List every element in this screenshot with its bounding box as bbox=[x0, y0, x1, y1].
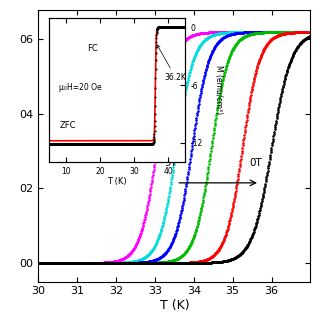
X-axis label: T (K): T (K) bbox=[160, 299, 189, 312]
Text: 0T: 0T bbox=[249, 158, 262, 168]
Y-axis label: M (emu/cm³): M (emu/cm³) bbox=[213, 65, 222, 115]
Text: 9T: 9T bbox=[165, 158, 178, 168]
